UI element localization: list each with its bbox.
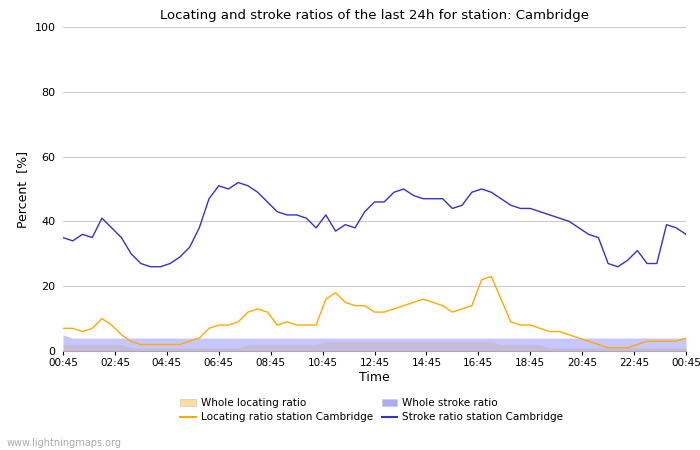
Y-axis label: Percent  [%]: Percent [%] <box>16 150 29 228</box>
Text: www.lightningmaps.org: www.lightningmaps.org <box>7 438 122 448</box>
X-axis label: Time: Time <box>359 371 390 384</box>
Title: Locating and stroke ratios of the last 24h for station: Cambridge: Locating and stroke ratios of the last 2… <box>160 9 589 22</box>
Legend: Whole locating ratio, Locating ratio station Cambridge, Whole stroke ratio, Stro: Whole locating ratio, Locating ratio sta… <box>181 398 564 423</box>
